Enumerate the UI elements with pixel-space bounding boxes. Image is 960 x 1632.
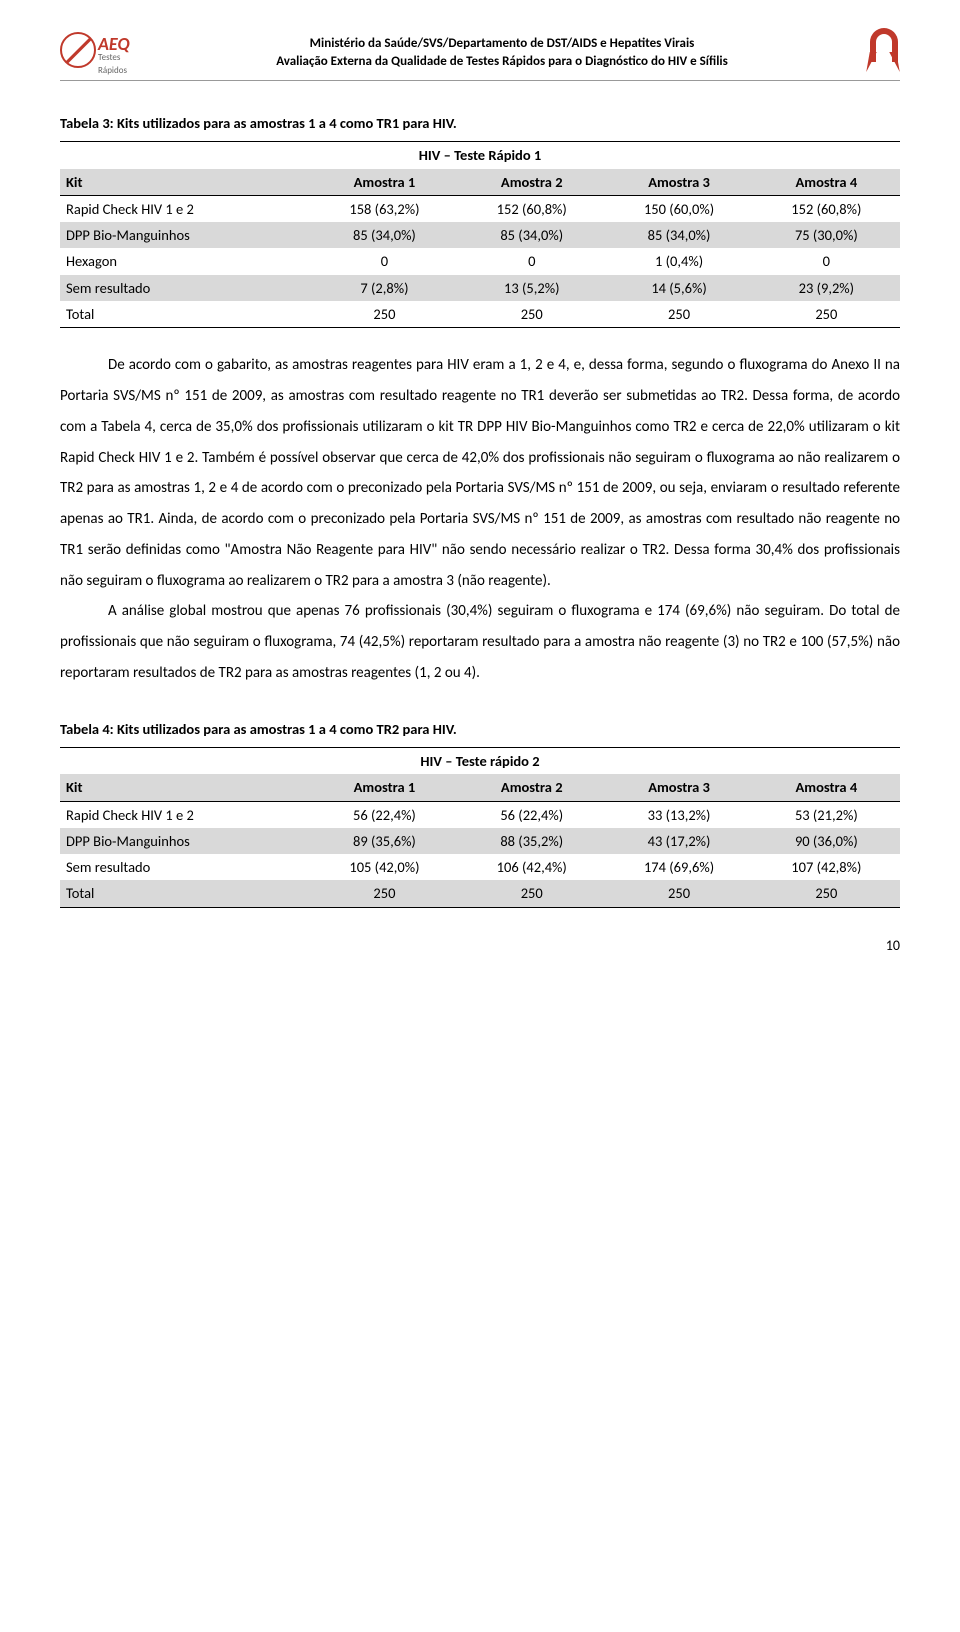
table3-col-1: Amostra 1 bbox=[311, 169, 458, 196]
table4-cell: 88 (35,2%) bbox=[458, 828, 605, 854]
table4-col-1: Amostra 1 bbox=[311, 774, 458, 801]
table4-cell: 53 (21,2%) bbox=[753, 801, 900, 828]
table3-cell: 1 (0,4%) bbox=[605, 248, 752, 274]
paragraph-2: A análise global mostrou que apenas 76 p… bbox=[60, 596, 900, 688]
page-number: 10 bbox=[60, 936, 900, 956]
table3-cell: 158 (63,2%) bbox=[311, 195, 458, 222]
body-text: De acordo com o gabarito, as amostras re… bbox=[60, 350, 900, 688]
table4-cell: 106 (42,4%) bbox=[458, 854, 605, 880]
table3-cell: 85 (34,0%) bbox=[458, 222, 605, 248]
table4-cell: 90 (36,0%) bbox=[753, 828, 900, 854]
table3-row: Total250250250250 bbox=[60, 301, 900, 328]
logo-subtext: Testes Rápidos bbox=[98, 52, 138, 77]
table3-cell: 13 (5,2%) bbox=[458, 275, 605, 301]
table4-body: Rapid Check HIV 1 e 256 (22,4%)56 (22,4%… bbox=[60, 801, 900, 907]
table4-row: DPP Bio-Manguinhos89 (35,6%)88 (35,2%)43… bbox=[60, 828, 900, 854]
header-titles: Ministério da Saúde/SVS/Departamento de … bbox=[138, 35, 866, 71]
table3-cell: Hexagon bbox=[60, 248, 311, 274]
table4-col-2: Amostra 2 bbox=[458, 774, 605, 801]
table4-col-0: Kit bbox=[60, 774, 311, 801]
table3-cell: 0 bbox=[311, 248, 458, 274]
table3-cell: 0 bbox=[753, 248, 900, 274]
table3-cell: 250 bbox=[311, 301, 458, 328]
table4-cell: 43 (17,2%) bbox=[605, 828, 752, 854]
table3-cell: 250 bbox=[605, 301, 752, 328]
table3-title: HIV – Teste Rápido 1 bbox=[60, 142, 900, 169]
table3-cell: 152 (60,8%) bbox=[753, 195, 900, 222]
table3-col-2: Amostra 2 bbox=[458, 169, 605, 196]
table4-cell: 107 (42,8%) bbox=[753, 854, 900, 880]
table3-cell: DPP Bio-Manguinhos bbox=[60, 222, 311, 248]
table3-row: Hexagon001 (0,4%)0 bbox=[60, 248, 900, 274]
table3-body: Rapid Check HIV 1 e 2158 (63,2%)152 (60,… bbox=[60, 195, 900, 327]
table3-cell: Total bbox=[60, 301, 311, 328]
table4-col-3: Amostra 3 bbox=[605, 774, 752, 801]
table4-title: HIV – Teste rápido 2 bbox=[60, 747, 900, 774]
page-header: AEQ Testes Rápidos Ministério da Saúde/S… bbox=[60, 30, 900, 81]
aeq-logo: AEQ Testes Rápidos bbox=[60, 30, 138, 76]
table4-row: Rapid Check HIV 1 e 256 (22,4%)56 (22,4%… bbox=[60, 801, 900, 828]
table3-cell: 7 (2,8%) bbox=[311, 275, 458, 301]
logo-pill-icon bbox=[60, 32, 96, 68]
table3-row: DPP Bio-Manguinhos85 (34,0%)85 (34,0%)85… bbox=[60, 222, 900, 248]
table4-cell: 56 (22,4%) bbox=[458, 801, 605, 828]
table3-col-4: Amostra 4 bbox=[753, 169, 900, 196]
table3-cell: 14 (5,6%) bbox=[605, 275, 752, 301]
table3-cell: 250 bbox=[458, 301, 605, 328]
table3: HIV – Teste Rápido 1 Kit Amostra 1 Amost… bbox=[60, 141, 900, 328]
table3-cell: 85 (34,0%) bbox=[605, 222, 752, 248]
table4-row: Sem resultado105 (42,0%)106 (42,4%)174 (… bbox=[60, 854, 900, 880]
table4-cell: DPP Bio-Manguinhos bbox=[60, 828, 311, 854]
table4-col-4: Amostra 4 bbox=[753, 774, 900, 801]
table3-col-3: Amostra 3 bbox=[605, 169, 752, 196]
table4: HIV – Teste rápido 2 Kit Amostra 1 Amost… bbox=[60, 747, 900, 908]
aids-ribbon-icon bbox=[866, 30, 900, 76]
table3-cell: 85 (34,0%) bbox=[311, 222, 458, 248]
table4-cell: Total bbox=[60, 880, 311, 907]
table3-cell: 150 (60,0%) bbox=[605, 195, 752, 222]
table4-cell: 250 bbox=[753, 880, 900, 907]
table3-cell: 0 bbox=[458, 248, 605, 274]
table3-cell: Rapid Check HIV 1 e 2 bbox=[60, 195, 311, 222]
table3-caption: Tabela 3: Kits utilizados para as amostr… bbox=[60, 113, 900, 133]
table4-cell: 33 (13,2%) bbox=[605, 801, 752, 828]
table4-cell: 250 bbox=[605, 880, 752, 907]
table4-cell: Sem resultado bbox=[60, 854, 311, 880]
table3-row: Rapid Check HIV 1 e 2158 (63,2%)152 (60,… bbox=[60, 195, 900, 222]
paragraph-1: De acordo com o gabarito, as amostras re… bbox=[60, 350, 900, 596]
table4-cell: 105 (42,0%) bbox=[311, 854, 458, 880]
table4-row: Total250250250250 bbox=[60, 880, 900, 907]
header-line-1: Ministério da Saúde/SVS/Departamento de … bbox=[138, 35, 866, 53]
table3-cell: 23 (9,2%) bbox=[753, 275, 900, 301]
table3-cell: 75 (30,0%) bbox=[753, 222, 900, 248]
table4-caption: Tabela 4: Kits utilizados para as amostr… bbox=[60, 719, 900, 739]
table4-cell: 174 (69,6%) bbox=[605, 854, 752, 880]
table3-cell: 250 bbox=[753, 301, 900, 328]
table4-cell: 89 (35,6%) bbox=[311, 828, 458, 854]
table4-cell: 56 (22,4%) bbox=[311, 801, 458, 828]
table3-row: Sem resultado7 (2,8%)13 (5,2%)14 (5,6%)2… bbox=[60, 275, 900, 301]
table3-cell: Sem resultado bbox=[60, 275, 311, 301]
table3-col-0: Kit bbox=[60, 169, 311, 196]
table3-cell: 152 (60,8%) bbox=[458, 195, 605, 222]
table4-cell: Rapid Check HIV 1 e 2 bbox=[60, 801, 311, 828]
header-line-2: Avaliação Externa da Qualidade de Testes… bbox=[138, 53, 866, 71]
table4-cell: 250 bbox=[311, 880, 458, 907]
table4-cell: 250 bbox=[458, 880, 605, 907]
